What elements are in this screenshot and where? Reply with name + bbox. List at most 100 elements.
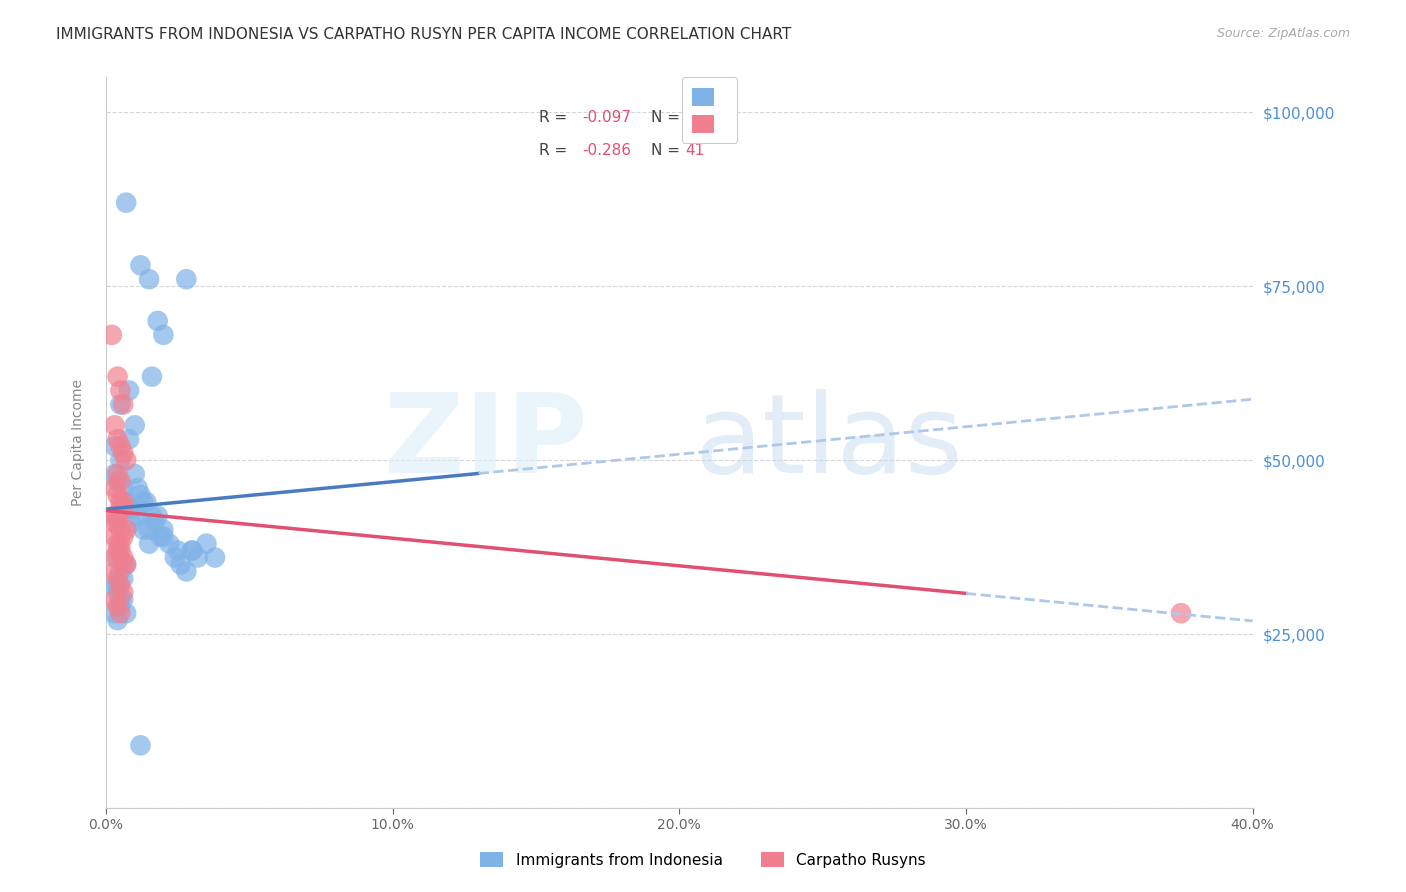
Legend: Immigrants from Indonesia, Carpatho Rusyns: Immigrants from Indonesia, Carpatho Rusy…: [472, 844, 934, 875]
Point: [132, 495, 155, 509]
Point: [141, 369, 163, 384]
Point: [143, 516, 166, 530]
Point: [107, 508, 129, 523]
Point: [104, 606, 127, 620]
Point: [115, 558, 138, 572]
Point: [187, 550, 209, 565]
Point: [121, 501, 143, 516]
Point: [110, 439, 132, 453]
Point: [127, 508, 149, 523]
Point: [104, 481, 127, 495]
Point: [181, 543, 204, 558]
Point: [132, 523, 155, 537]
Point: [163, 550, 186, 565]
Point: [138, 523, 160, 537]
Text: atlas: atlas: [695, 389, 963, 496]
Point: [152, 327, 174, 342]
Point: [121, 516, 143, 530]
Point: [110, 397, 132, 411]
Point: [110, 536, 132, 550]
Point: [107, 369, 129, 384]
Point: [1170, 606, 1192, 620]
Point: [110, 474, 132, 488]
Point: [138, 272, 160, 286]
Point: [152, 523, 174, 537]
Point: [112, 501, 135, 516]
Point: [107, 585, 129, 599]
Point: [104, 418, 127, 433]
Point: [107, 571, 129, 585]
Point: [110, 592, 132, 607]
Point: [141, 508, 163, 523]
Point: [104, 592, 127, 607]
Point: [146, 508, 169, 523]
Point: [104, 508, 127, 523]
Point: [104, 439, 127, 453]
Point: [115, 453, 138, 467]
Point: [138, 536, 160, 550]
Point: [104, 530, 127, 544]
Point: [129, 258, 152, 272]
Point: [110, 384, 132, 398]
Point: [104, 467, 127, 481]
Point: [110, 523, 132, 537]
Text: R =: R =: [540, 143, 572, 158]
Point: [110, 495, 132, 509]
Point: [107, 432, 129, 446]
Legend: , : ,: [682, 78, 737, 144]
Point: [110, 543, 132, 558]
Point: [118, 501, 141, 516]
Point: [112, 585, 135, 599]
Point: [195, 536, 218, 550]
Point: [112, 397, 135, 411]
Point: [112, 558, 135, 572]
Point: [107, 599, 129, 614]
Text: -0.286: -0.286: [582, 143, 631, 158]
Point: [176, 565, 198, 579]
Text: N =: N =: [651, 110, 685, 125]
Point: [110, 578, 132, 592]
Point: [107, 578, 129, 592]
Text: 41: 41: [685, 143, 704, 158]
Point: [118, 432, 141, 446]
Point: [104, 516, 127, 530]
Point: [146, 314, 169, 328]
Y-axis label: Per Capita Income: Per Capita Income: [72, 379, 86, 507]
Point: [115, 558, 138, 572]
Point: [176, 272, 198, 286]
Text: IMMIGRANTS FROM INDONESIA VS CARPATHO RUSYN PER CAPITA INCOME CORRELATION CHART: IMMIGRANTS FROM INDONESIA VS CARPATHO RU…: [56, 27, 792, 42]
Point: [166, 543, 188, 558]
Point: [115, 195, 138, 210]
Point: [115, 495, 138, 509]
Point: [115, 523, 138, 537]
Point: [124, 467, 146, 481]
Point: [104, 578, 127, 592]
Point: [107, 467, 129, 481]
Point: [135, 495, 157, 509]
Point: [112, 550, 135, 565]
Point: [127, 481, 149, 495]
Point: [107, 543, 129, 558]
Point: [112, 495, 135, 509]
Point: [110, 565, 132, 579]
Text: 59: 59: [685, 110, 704, 125]
Point: [104, 565, 127, 579]
Point: [107, 550, 129, 565]
Point: [169, 558, 191, 572]
Point: [118, 384, 141, 398]
Point: [112, 571, 135, 585]
Text: R =: R =: [540, 110, 572, 125]
Point: [107, 536, 129, 550]
Point: [129, 488, 152, 502]
Point: [157, 536, 180, 550]
Point: [101, 327, 124, 342]
Point: [104, 550, 127, 565]
Point: [107, 516, 129, 530]
Text: Source: ZipAtlas.com: Source: ZipAtlas.com: [1216, 27, 1350, 40]
Point: [129, 739, 152, 753]
Point: [112, 592, 135, 607]
Point: [124, 418, 146, 433]
Point: [112, 481, 135, 495]
Point: [110, 453, 132, 467]
Point: [107, 474, 129, 488]
